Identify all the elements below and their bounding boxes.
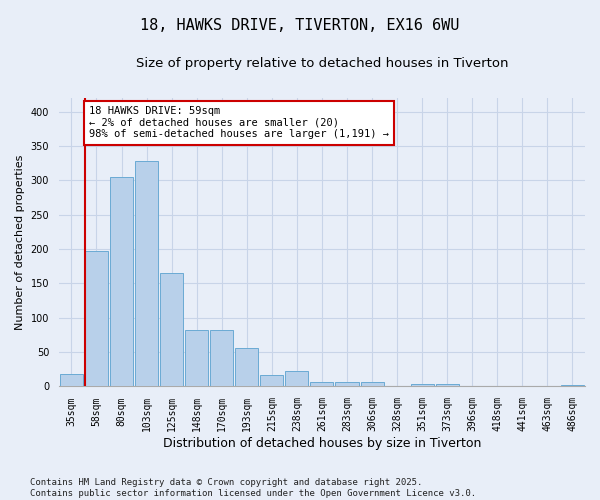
Bar xyxy=(85,250,108,386)
X-axis label: Distribution of detached houses by size in Tiverton: Distribution of detached houses by size … xyxy=(163,437,481,450)
Text: Contains HM Land Registry data © Crown copyright and database right 2025.
Contai: Contains HM Land Registry data © Crown c… xyxy=(30,478,476,498)
Bar xyxy=(60,374,83,386)
Bar xyxy=(436,384,459,386)
Bar xyxy=(561,385,584,386)
Bar xyxy=(135,161,158,386)
Text: 18, HAWKS DRIVE, TIVERTON, EX16 6WU: 18, HAWKS DRIVE, TIVERTON, EX16 6WU xyxy=(140,18,460,32)
Bar xyxy=(235,348,259,387)
Bar xyxy=(361,382,383,386)
Bar xyxy=(410,384,434,386)
Bar xyxy=(335,382,359,386)
Y-axis label: Number of detached properties: Number of detached properties xyxy=(15,154,25,330)
Bar xyxy=(110,177,133,386)
Bar xyxy=(160,273,183,386)
Bar xyxy=(286,372,308,386)
Title: Size of property relative to detached houses in Tiverton: Size of property relative to detached ho… xyxy=(136,58,508,70)
Bar xyxy=(185,330,208,386)
Bar xyxy=(260,375,283,386)
Bar xyxy=(310,382,334,386)
Bar xyxy=(210,330,233,386)
Text: 18 HAWKS DRIVE: 59sqm
← 2% of detached houses are smaller (20)
98% of semi-detac: 18 HAWKS DRIVE: 59sqm ← 2% of detached h… xyxy=(89,106,389,140)
